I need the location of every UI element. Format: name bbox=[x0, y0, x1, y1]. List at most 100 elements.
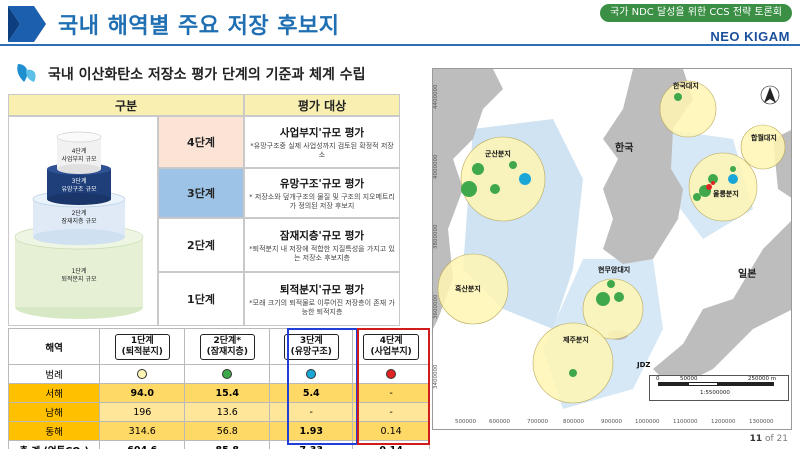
cell-value: 94.0 bbox=[99, 383, 186, 403]
legend-dot-stage3 bbox=[306, 369, 317, 379]
label-basin: 현무암대지 bbox=[598, 266, 631, 274]
header-divider bbox=[0, 44, 800, 46]
label-basin: 흑산분지 bbox=[455, 285, 481, 293]
legend-dot-stage4 bbox=[386, 369, 397, 379]
scale-tick: 0 bbox=[656, 376, 660, 382]
label-basin: 합월대지 bbox=[751, 134, 777, 142]
pyramid-cell: 4단계 사업부지 규모 3단계 유망구조 규모 2단계 잠재지층 규모 1단계 퇴적분지… bbox=[8, 116, 158, 326]
legend-dot-stage2 bbox=[222, 369, 233, 379]
label-japan: 일본 bbox=[738, 269, 757, 280]
corner-header: 해역 bbox=[7, 328, 101, 365]
scale-bar: 0 50000 250000 m 1:5500000 bbox=[649, 375, 789, 401]
cell-value: 13.6 bbox=[184, 402, 271, 422]
x-tick: 800000 bbox=[563, 419, 584, 425]
cell-value: 85.8 bbox=[184, 440, 271, 449]
assessment-table: 구분 평가 대상 4단계 사업부지 규모 3단계 bbox=[8, 94, 400, 326]
label-korea: 한국 bbox=[615, 143, 634, 154]
leaf-bullet-icon bbox=[17, 64, 36, 82]
x-tick: 1000000 bbox=[635, 419, 660, 425]
stage-1-desc: *모래 크기의 퇴적물로 이루어진 저장층이 존재 가능한 퇴적지층 bbox=[249, 298, 395, 316]
stage-1-target: 퇴적분지'규모 평가 *모래 크기의 퇴적물로 이루어진 저장층이 존재 가능한… bbox=[244, 272, 400, 326]
page-number: 11 of 21 bbox=[750, 434, 788, 444]
y-tick: 4400000 bbox=[433, 84, 439, 110]
y-tick: 3800000 bbox=[433, 224, 439, 250]
logo-shape-icon bbox=[8, 6, 46, 42]
stage4-highlight-box bbox=[357, 328, 430, 445]
stage-3-title: 유망구조'규모 평가 bbox=[279, 177, 365, 190]
map-canvas bbox=[433, 69, 791, 429]
cell-value: 196 bbox=[99, 402, 186, 422]
x-tick: 900000 bbox=[601, 419, 622, 425]
col-stage1-header: 1단계 (퇴적분지) bbox=[114, 333, 170, 360]
stage-4-target: 사업부지'규모 평가 *유망구조중 실제 사업성까지 검토된 확정적 저장소 bbox=[244, 116, 400, 168]
scale-seg bbox=[688, 382, 718, 386]
stage-pyramid-diagram: 4단계 사업부지 규모 3단계 유망구조 규모 2단계 잠재지층 규모 1단계 퇴적분지… bbox=[14, 131, 144, 319]
col-stage2-header: 2단계* (잠재지층) bbox=[199, 333, 255, 360]
x-tick: 1100000 bbox=[673, 419, 698, 425]
stage-3-desc: * 저장소와 덮개구조의 물질 및 구조의 지오메트리가 정의된 저장 후보지 bbox=[249, 192, 395, 210]
label-basin: 제주분지 bbox=[563, 336, 589, 344]
cell-value: - bbox=[352, 383, 430, 403]
label-jdz: JDZ bbox=[637, 361, 651, 369]
x-tick: 600000 bbox=[489, 419, 510, 425]
y-tick: 4000000 bbox=[433, 154, 439, 180]
page-total: of 21 bbox=[765, 434, 788, 444]
legend-dot-stage1 bbox=[137, 369, 148, 379]
total-label: 총 계 (억톤CO₂) bbox=[7, 440, 101, 449]
legend-row: 범례 bbox=[7, 364, 430, 384]
scale-tick: 50000 bbox=[680, 376, 698, 382]
table-row: 동해 314.6 56.8 1.93 0.14 bbox=[7, 421, 430, 441]
stage-4-cell: 4단계 bbox=[158, 116, 244, 168]
brand-logo: NEO KIGAM bbox=[710, 29, 790, 44]
header-target: 평가 대상 bbox=[244, 94, 400, 116]
stage-4-desc: *유망구조중 실제 사업성까지 검토된 확정적 저장소 bbox=[250, 141, 394, 159]
cell-value: 56.8 bbox=[184, 421, 271, 441]
stage-2-desc: *퇴적분지 내 저장에 적합한 지질특성을 가지고 있는 저장소 후보지층 bbox=[249, 244, 395, 262]
cell-value: 15.4 bbox=[184, 383, 271, 403]
x-tick: 1300000 bbox=[749, 419, 774, 425]
stage-2-target: 잠재지층'규모 평가 *퇴적분지 내 저장에 적합한 지질특성을 가지고 있는 … bbox=[244, 218, 400, 272]
row-label-west: 서해 bbox=[7, 383, 101, 403]
y-tick: 3400000 bbox=[433, 364, 439, 390]
x-tick: 1200000 bbox=[711, 419, 736, 425]
stage-4-title: 사업부지'규모 평가 bbox=[279, 126, 365, 139]
stage-3-cell: 3단계 bbox=[158, 168, 244, 218]
table-row: 남해 196 13.6 - - bbox=[7, 402, 430, 422]
label-basin: 한국대지 bbox=[673, 82, 699, 90]
y-tick: 3600000 bbox=[433, 294, 439, 320]
row-label-south: 남해 bbox=[7, 402, 101, 422]
cell-value: 0.14 bbox=[352, 421, 430, 441]
scale-tick: 250000 m bbox=[748, 376, 777, 382]
row-label-east: 동해 bbox=[7, 421, 101, 441]
stage-1-title: 퇴적분지'규모 평가 bbox=[279, 283, 365, 296]
basin-map: 한국 일본 한국대지 군산분지 흑산분지 현무암대지 제주분지 울릉분지 합월대… bbox=[432, 68, 792, 430]
stage-2-title: 잠재지층'규모 평가 bbox=[279, 229, 365, 242]
label-basin: 울릉분지 bbox=[713, 190, 739, 198]
capacity-summary-table: 해역 1단계 (퇴적분지) 2단계* (잠재지층) 3단계 (유망구조) 4단계… bbox=[7, 328, 430, 449]
pyramid-tier4-label: 4단계 사업부지 규모 bbox=[61, 147, 97, 163]
event-badge: 국가 NDC 달성을 위한 CCS 전략 토론회 bbox=[600, 4, 792, 22]
stage-3-target: 유망구조'규모 평가 * 저장소와 덮개구조의 물질 및 구조의 지오메트리가 … bbox=[244, 168, 400, 218]
section-subtitle: 국내 이산화탄소 저장소 평가 단계의 기준과 체계 수립 bbox=[48, 67, 366, 83]
legend-label: 범례 bbox=[7, 364, 101, 384]
header-category: 구분 bbox=[8, 94, 244, 116]
stage-2-cell: 2단계 bbox=[158, 218, 244, 272]
x-tick: 500000 bbox=[455, 419, 476, 425]
col-stage4-header: 4단계 (사업부지) bbox=[363, 333, 419, 360]
stage3-highlight-box bbox=[287, 328, 358, 445]
cell-value: 604.6 bbox=[99, 440, 186, 449]
cell-value: - bbox=[269, 402, 354, 422]
label-basin: 군산분지 bbox=[485, 150, 511, 158]
pyramid-tier2-label: 2단계 잠재지층 규모 bbox=[61, 209, 97, 225]
col-stage3-header: 3단계 (유망구조) bbox=[283, 333, 339, 360]
stage-1-cell: 1단계 bbox=[158, 272, 244, 326]
cell-value: 1.93 bbox=[269, 421, 354, 441]
scale-ratio: 1:5500000 bbox=[700, 390, 730, 396]
pyramid-tier1-label: 1단계 퇴적분지 규모 bbox=[61, 267, 97, 283]
page-current: 11 bbox=[749, 434, 763, 444]
x-tick: 700000 bbox=[527, 419, 548, 425]
pyramid-tier3-label: 3단계 유망구조 규모 bbox=[61, 177, 97, 193]
page-title: 국내 해역별 주요 저장 후보지 bbox=[58, 14, 340, 39]
cell-value: 314.6 bbox=[99, 421, 186, 441]
